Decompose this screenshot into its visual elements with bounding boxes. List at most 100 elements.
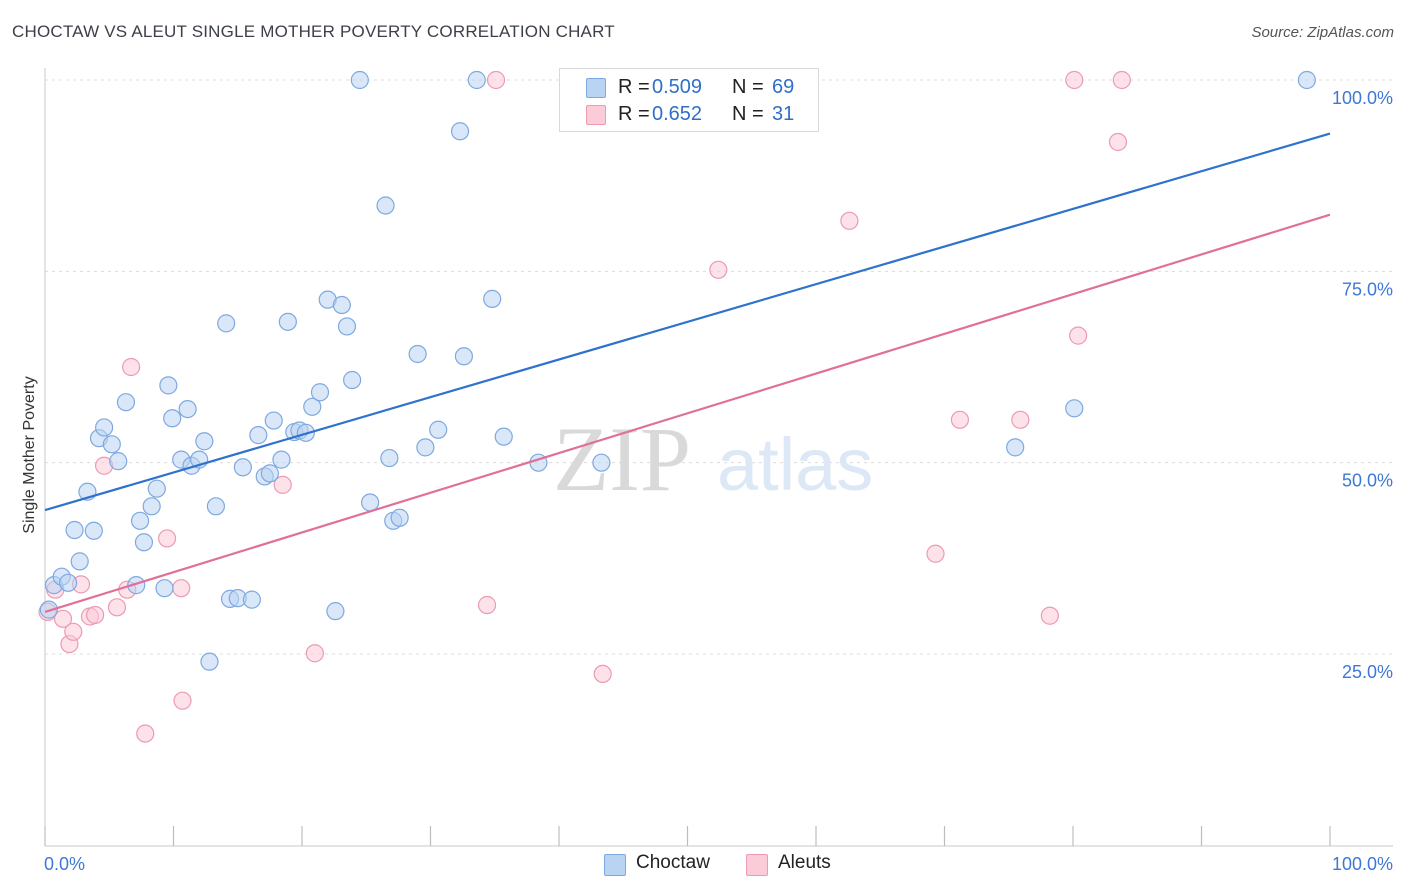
r-label: R = [618,103,650,125]
watermark-atlas: atlas [717,423,873,506]
data-point [95,418,114,437]
legend-label-aleuts: Aleuts [778,852,831,873]
aleut-swatch [746,854,768,876]
data-point [840,211,859,230]
data-point [486,70,506,90]
data-point [217,314,236,333]
data-point [494,427,513,446]
data-point [155,579,174,598]
data-point [65,520,84,540]
aleut-points [38,70,1131,743]
data-point [116,393,136,412]
data-point [159,376,178,395]
data-point [593,664,612,683]
data-point [86,605,105,625]
legend-label-choctaw: Choctaw [636,852,710,873]
x-tick-label: 100.0% [1332,854,1393,874]
data-point [1108,132,1128,152]
choctaw-swatch [586,78,606,98]
data-point [64,622,83,641]
data-point [450,122,470,141]
choctaw-points [39,70,1316,671]
correlation-legend: R = 0.509 N = 69 R = 0.652 N = 31 [559,68,819,132]
choctaw-swatch [604,854,626,876]
data-point [361,493,380,512]
data-point [1006,438,1025,457]
data-point [416,438,435,457]
data-point [249,426,268,445]
data-point [350,70,369,90]
data-point [1011,410,1030,429]
data-point [264,411,283,430]
data-point [134,533,154,552]
watermark-zip: ZIP [553,408,691,510]
data-point [303,397,322,416]
data-point [173,691,192,710]
data-point [70,552,89,571]
r-label: R = [618,76,650,98]
n-label: N = [732,76,764,98]
data-point [467,70,486,90]
n-value: 31 [772,103,795,125]
data-point [59,573,78,592]
source-label: Source: ZipAtlas.com [1251,24,1394,41]
data-point [107,598,127,617]
data-point [136,724,155,743]
data-point [376,196,395,215]
n-value: 69 [772,76,795,98]
data-point [483,289,502,308]
aleut-trend-line [44,213,1331,613]
aleut-swatch [586,105,606,125]
data-point [195,432,214,451]
y-axis-label: Single Mother Poverty [21,376,38,533]
data-point [477,595,497,615]
data-point [233,458,252,477]
y-tick-label: 50.0% [1342,471,1393,491]
choctaw-trend-line [44,132,1331,512]
y-tick-label: 100.0% [1332,88,1393,108]
data-point [380,448,399,468]
tick-labels: 25.0% 50.0% 75.0% 100.0% 0.0% 100.0% [44,88,1393,874]
data-point [950,410,970,429]
data-point [127,576,146,595]
data-point [454,347,474,366]
data-point [343,370,362,390]
x-tick-label: 0.0% [44,854,85,874]
data-point [1065,399,1084,418]
r-value: 0.652 [652,103,703,125]
y-tick-label: 75.0% [1342,279,1393,299]
data-point [1069,326,1088,345]
data-point [926,544,945,563]
data-point [272,450,291,469]
data-point [429,420,448,439]
data-point [278,312,297,331]
data-point [709,260,728,279]
data-point [1112,70,1131,90]
data-point [1065,70,1084,90]
data-point [172,579,191,598]
data-point [592,453,611,472]
data-point [84,521,103,540]
axes [44,68,1393,847]
r-value: 0.509 [652,76,703,98]
watermark: ZIP atlas [553,408,873,510]
n-label: N = [732,103,764,125]
data-point [305,644,324,663]
y-tick-label: 25.0% [1342,662,1393,682]
data-point [326,602,345,621]
data-point [332,295,351,315]
data-point [130,511,150,530]
data-point [206,497,226,516]
data-point [147,479,166,498]
data-point [200,652,219,671]
data-point [142,497,161,516]
data-point [408,344,427,364]
data-point [102,435,121,454]
data-point [242,590,261,609]
trend-lines [44,132,1331,613]
data-point [163,409,182,428]
data-point [1297,70,1316,90]
data-point [337,317,357,336]
data-point [310,383,330,402]
